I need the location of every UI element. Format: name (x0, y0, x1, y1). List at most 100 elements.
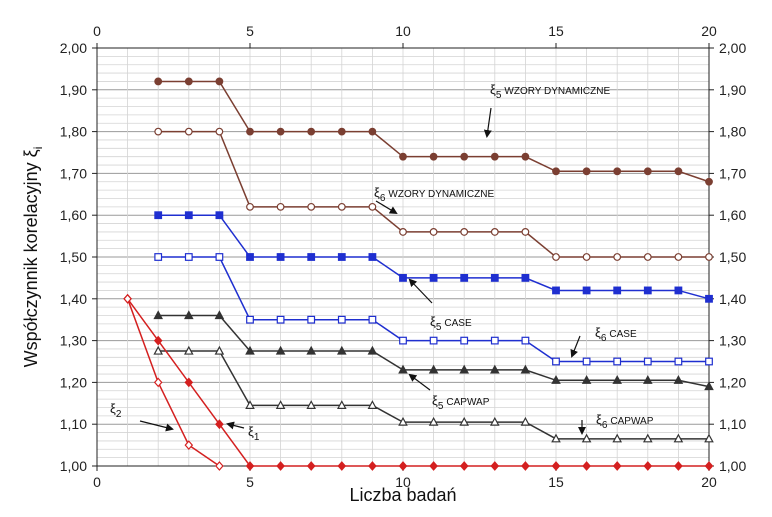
data-point-xi2 (184, 440, 194, 451)
annotation-xi6-capwap: ξ6 CAPWAP (578, 412, 654, 435)
data-point-xi1 (153, 335, 163, 346)
data-point-xi5-case (337, 253, 346, 261)
data-point-xi5-wzory (307, 127, 316, 136)
annotation-subscript: 5 (436, 322, 442, 333)
y-tick-label: 2,00 (60, 40, 87, 56)
data-point-xi5-wzory (399, 152, 407, 161)
data-point-xi5-capwap (398, 364, 408, 374)
data-point-xi5-capwap (214, 310, 225, 320)
data-point-xi6-wzory (307, 202, 316, 211)
data-point-xi1 (398, 461, 408, 471)
x-tick-label: 20 (701, 474, 717, 490)
data-point-xi1 (276, 461, 285, 471)
data-point-xi6-capwap (704, 433, 714, 443)
data-point-xi6-case (582, 357, 591, 366)
annotation-xi5-case: ξ5 CASE (408, 278, 472, 333)
data-point-xi5-wzory (337, 127, 346, 136)
annotation-xi2: ξ2 (110, 401, 174, 432)
data-point-xi5-capwap (245, 345, 255, 355)
data-point-xi6-wzory (276, 202, 285, 211)
y-tick-label-right: 2,00 (719, 40, 746, 56)
data-point-xi5-wzory (154, 77, 163, 86)
data-point-xi6-case (246, 315, 254, 324)
data-point-xi5-case (490, 274, 499, 282)
data-point-xi5-wzory (184, 77, 193, 86)
y-axis-title-main: Współczynnik korelacyjny ξ (21, 149, 41, 367)
data-point-xi1 (704, 461, 714, 471)
data-point-xi6-capwap (367, 400, 378, 409)
data-point-xi6-wzory (643, 253, 652, 261)
data-point-xi6-capwap (673, 433, 684, 443)
annotation-arrow (408, 278, 433, 304)
data-point-xi6-case (613, 357, 622, 366)
data-point-xi1 (306, 461, 316, 471)
data-point-xi5-case (705, 294, 713, 303)
series-xi6-capwap (153, 345, 714, 443)
x-tick-label-top: 5 (246, 23, 254, 39)
data-point-xi6-capwap (459, 416, 470, 426)
data-point-xi6-capwap (306, 400, 317, 409)
series-xi5-wzory (154, 77, 713, 186)
data-point-xi6-case (184, 253, 193, 261)
data-point-xi5-case (429, 274, 438, 282)
data-point-xi6-capwap (428, 416, 439, 426)
data-point-xi6-wzory (154, 127, 163, 136)
data-point-xi2 (215, 461, 224, 471)
data-point-xi5-case (307, 253, 316, 261)
data-point-xi5-case (582, 286, 591, 295)
data-point-xi6-wzory (399, 228, 407, 236)
data-point-xi6-wzory (460, 228, 469, 236)
data-point-xi5-wzory (674, 167, 683, 176)
data-point-xi6-wzory (184, 127, 193, 136)
data-point-xi5-wzory (705, 177, 713, 186)
data-point-xi5-case (215, 211, 224, 220)
data-point-xi5-case (460, 274, 469, 282)
annotation-subscript: 6 (380, 193, 386, 204)
annotation-tag: CASE (444, 318, 472, 329)
x-tick-label: 15 (548, 474, 564, 490)
data-point-xi6-case (552, 357, 560, 366)
annotation-tag: CASE (609, 329, 637, 340)
annotation-tag: CAPWAP (446, 397, 489, 408)
x-tick-label-top: 0 (93, 23, 101, 39)
annotation-symbol: ξ (595, 325, 601, 340)
data-point-xi6-case (429, 336, 438, 345)
series-xi5-capwap (153, 310, 714, 391)
annotation-subscript: 1 (254, 432, 260, 443)
annotation-xi6-case: ξ6 CASE (570, 325, 637, 358)
data-point-xi6-wzory (215, 127, 224, 136)
data-point-xi5-capwap (183, 310, 194, 320)
data-point-xi6-case (490, 336, 499, 345)
y-tick-label-right: 1,10 (719, 416, 746, 432)
data-point-xi1 (551, 461, 561, 471)
annotation-symbol: ξ (596, 412, 602, 427)
data-point-xi1 (490, 461, 500, 471)
data-point-xi1 (582, 461, 591, 471)
data-point-xi6-wzory (337, 202, 346, 211)
x-tick-label: 0 (93, 474, 101, 490)
data-point-xi6-capwap (612, 433, 623, 443)
data-point-xi5-capwap (642, 375, 653, 384)
annotation-label: ξ5 CASE (430, 314, 472, 333)
data-point-xi1 (459, 461, 469, 471)
data-point-xi5-capwap (520, 364, 531, 374)
data-point-xi5-wzory (215, 77, 224, 86)
data-point-xi2 (153, 377, 163, 388)
x-axis-title: Liczba badań (349, 485, 456, 505)
data-point-xi6-case (276, 315, 285, 324)
annotation-label: ξ2 (110, 401, 122, 420)
data-point-xi6-wzory (552, 253, 560, 261)
data-point-xi6-capwap (398, 416, 408, 426)
data-point-xi1 (612, 461, 622, 471)
annotation-xi5-wzory: ξ5 WZORY DYNAMICZNE (483, 82, 610, 138)
data-point-xi5-capwap (367, 345, 378, 355)
data-point-xi5-capwap (336, 345, 347, 355)
data-point-xi6-case (307, 315, 316, 324)
data-point-xi5-case (552, 286, 560, 295)
annotation-arrow (139, 420, 174, 432)
annotation-tag: WZORY DYNAMICZNE (504, 86, 610, 97)
annotation-symbol: ξ (374, 185, 380, 200)
data-point-xi5-capwap (551, 375, 561, 384)
annotation-subscript: 6 (602, 420, 608, 431)
data-point-xi6-wzory (582, 253, 591, 261)
